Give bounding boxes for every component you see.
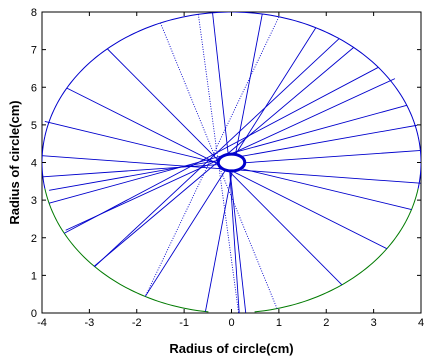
y-tick-label: 1 xyxy=(31,270,37,282)
outer-circle-right-arc xyxy=(417,136,421,189)
x-tick-label: 3 xyxy=(371,317,377,329)
outer-circle-left-arc xyxy=(42,136,46,189)
chord-line-4 xyxy=(94,38,340,268)
x-tick-label: -3 xyxy=(84,317,94,329)
y-tick-label: 7 xyxy=(31,45,37,57)
outer-circle-lower-left-arc xyxy=(44,188,209,313)
x-tick-label: 4 xyxy=(418,317,424,329)
x-tick-label: -4 xyxy=(37,317,47,329)
y-tick-label: 3 xyxy=(31,195,37,207)
chart-marks xyxy=(42,12,421,313)
x-tick-label: -1 xyxy=(179,317,189,329)
x-tick-label: 2 xyxy=(323,317,329,329)
y-tick-label: 0 xyxy=(31,308,37,320)
x-tick-label: -2 xyxy=(132,317,142,329)
y-tick-label: 8 xyxy=(31,7,37,19)
x-tick-label: 1 xyxy=(276,317,282,329)
y-tick-label: 2 xyxy=(31,233,37,245)
axis-ticks: -4 -3 -2 -1 0 1 2 3 4 0 1 2 3 4 5 6 7 8 xyxy=(31,7,424,329)
chord-line-5 xyxy=(144,16,280,297)
outer-circle-upper-arc xyxy=(44,12,419,137)
x-axis-label: Radius of circle(cm) xyxy=(169,341,293,356)
y-axis-label: Radius of circle(cm) xyxy=(7,100,22,224)
y-tick-label: 4 xyxy=(31,158,37,170)
inner-circle xyxy=(216,152,247,173)
chord-line-18 xyxy=(228,162,240,313)
chord-line-3 xyxy=(64,66,379,234)
outer-circle-lower-right-arc xyxy=(254,188,419,313)
y-tick-label: 6 xyxy=(31,82,37,94)
y-tick-label: 5 xyxy=(31,120,37,132)
x-tick-label: 0 xyxy=(228,317,234,329)
